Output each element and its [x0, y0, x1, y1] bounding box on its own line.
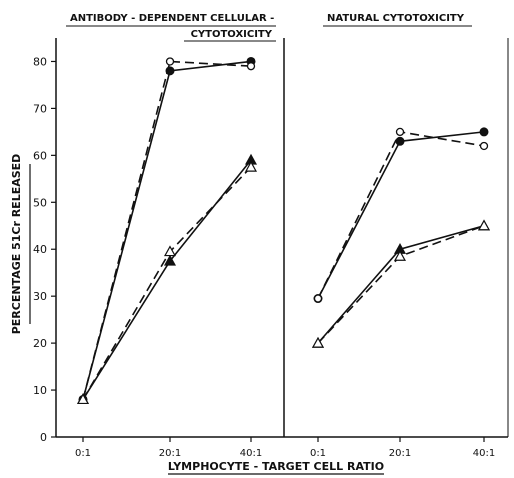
x-tick-label: 40:1	[473, 448, 495, 459]
open-circle-marker	[395, 127, 405, 137]
x-tick-label: 0:1	[75, 448, 91, 459]
series-filled-triangle	[311, 219, 491, 348]
x-tick-label: 0:1	[310, 448, 326, 459]
panel-title-line: CYTOTOXICITY	[191, 29, 273, 40]
y-axis-label: PERCENTAGE 51Cr RELEASED	[10, 154, 23, 335]
filled-circle-marker	[395, 136, 405, 146]
filled-triangle-marker	[163, 254, 177, 266]
x-axis: 0:1 20:1 40:1 0:1 20:1 40:1	[75, 437, 495, 459]
plot-frame	[55, 38, 509, 438]
open-circle-marker	[313, 294, 323, 303]
series-line	[317, 225, 485, 344]
y-axis: 0 10 20 30 40 50 60 70 80	[33, 55, 56, 444]
panel-title-line: ANTIBODY - DEPENDENT CELLULAR -	[70, 13, 274, 24]
open-circle-marker	[165, 57, 175, 66]
x-axis-label: LYMPHOCYTE - TARGET CELL RATIO	[168, 460, 384, 473]
series-filled-triangle	[76, 153, 258, 405]
series-filled-circle	[313, 127, 489, 304]
open-triangle-marker	[76, 393, 90, 405]
series-line	[82, 60, 252, 400]
series-line	[82, 166, 252, 400]
y-tick-label: 0	[40, 431, 47, 444]
x-tick-label: 20:1	[159, 448, 181, 459]
open-triangle-marker	[244, 160, 258, 172]
y-tick-label: 20	[33, 337, 47, 350]
series-layer	[76, 56, 491, 405]
open-circle-marker	[246, 62, 256, 71]
series-line	[82, 159, 252, 400]
filled-circle-marker	[479, 127, 489, 137]
series-open-triangle	[76, 160, 258, 405]
open-triangle-marker	[163, 245, 177, 257]
panel-titles: ANTIBODY - DEPENDENT CELLULAR - CYTOTOXIC…	[66, 13, 472, 42]
open-triangle-marker	[477, 219, 491, 231]
x-tick-label: 20:1	[389, 448, 411, 459]
panel-title: NATURAL CYTOTOXICITY	[327, 13, 465, 24]
open-triangle-marker	[393, 250, 407, 261]
series-open-triangle	[311, 219, 491, 348]
open-circle-marker	[479, 141, 489, 151]
x-tick-label: 40:1	[240, 448, 262, 459]
series-filled-circle	[78, 56, 256, 404]
y-tick-label: 60	[33, 149, 47, 162]
series-line	[82, 60, 252, 400]
y-tick-label: 40	[33, 243, 47, 256]
series-open-circle	[78, 57, 256, 404]
series-open-circle	[313, 127, 489, 303]
series-line	[317, 131, 485, 299]
y-tick-label: 30	[33, 290, 47, 303]
y-tick-label: 70	[33, 102, 47, 115]
y-tick-label: 80	[33, 55, 47, 68]
series-line	[317, 130, 485, 299]
y-tick-label: 10	[33, 384, 47, 397]
open-triangle-marker	[311, 336, 325, 348]
series-line	[317, 224, 485, 344]
y-tick-label: 50	[33, 196, 47, 209]
